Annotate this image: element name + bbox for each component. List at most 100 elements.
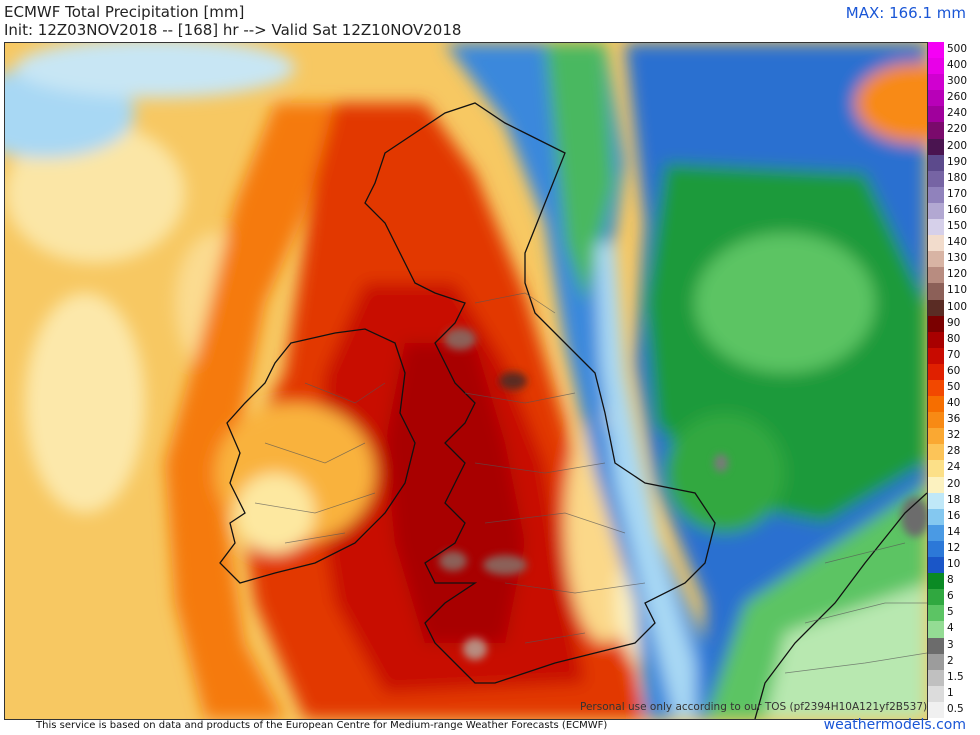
colorbar-level: 40 (928, 396, 980, 413)
colorbar-swatch (928, 428, 944, 445)
colorbar-label: 100 (947, 300, 968, 313)
colorbar-swatch (928, 267, 944, 284)
colorbar-level: 32 (928, 428, 980, 445)
colorbar-swatch (928, 251, 944, 268)
colorbar-level: 60 (928, 363, 980, 380)
colorbar-swatch (928, 621, 944, 638)
colorbar-label: 24 (947, 461, 961, 474)
colorbar-label: 120 (947, 268, 968, 281)
colorbar-swatch (928, 331, 944, 348)
colorbar-level: 120 (928, 267, 980, 284)
colorbar-swatch (928, 122, 944, 139)
colorbar-label: 190 (947, 155, 968, 168)
colorbar-level: 3 (928, 637, 980, 654)
colorbar-level: 70 (928, 347, 980, 364)
colorbar-label: 0.5 (947, 702, 964, 715)
colorbar-swatch (928, 58, 944, 75)
colorbar-label: 260 (947, 91, 968, 104)
heavy-precip-cores (439, 328, 927, 660)
colorbar-level: 0.5 (928, 701, 980, 718)
colorbar-swatch (928, 508, 944, 525)
tos-notice: Personal use only according to our TOS (… (580, 701, 928, 713)
site-watermark: weathermodels.com (823, 717, 966, 733)
colorbar-swatch (928, 42, 944, 59)
colorbar-level: 90 (928, 315, 980, 332)
colorbar-label: 90 (947, 316, 961, 329)
colorbar-label: 28 (947, 445, 961, 458)
colorbar-label: 2 (947, 654, 954, 667)
colorbar-label: 400 (947, 59, 968, 72)
colorbar-label: 3 (947, 638, 954, 651)
colorbar-swatch (928, 170, 944, 187)
colorbar-level: 8 (928, 573, 980, 590)
colorbar-swatch (928, 460, 944, 477)
colorbar-level: 190 (928, 154, 980, 171)
colorbar-swatch (928, 363, 944, 380)
colorbar-label: 300 (947, 75, 968, 88)
colorbar-swatch (928, 315, 944, 332)
colorbar-label: 32 (947, 429, 961, 442)
colorbar-swatch (928, 444, 944, 461)
colorbar-swatch (928, 524, 944, 541)
colorbar-label: 6 (947, 590, 954, 603)
colorbar-level: 14 (928, 524, 980, 541)
colorbar-swatch (928, 557, 944, 574)
colorbar-label: 50 (947, 381, 961, 393)
colorbar-label: 80 (947, 332, 961, 345)
colorbar-swatch (928, 235, 944, 252)
colorbar-swatch (928, 106, 944, 123)
colorbar-swatch (928, 299, 944, 316)
colorbar-level: 5 (928, 605, 980, 622)
colorbar-swatch (928, 380, 944, 397)
colorbar-swatch (928, 669, 944, 686)
colorbar-swatch (928, 701, 944, 718)
continent-coast (754, 492, 927, 719)
colorbar-label: 12 (947, 541, 961, 554)
colorbar-label: 110 (947, 284, 968, 297)
colorbar-level: 140 (928, 235, 980, 252)
colorbar-label: 220 (947, 123, 968, 136)
colorbar-level: 170 (928, 186, 980, 203)
precip-field-shading (5, 43, 927, 719)
colorbar-swatch (928, 412, 944, 429)
colorbar-level: 110 (928, 283, 980, 300)
colorbar-level: 240 (928, 106, 980, 123)
colorbar-label: 160 (947, 203, 968, 216)
colorbar-swatch (928, 186, 944, 203)
precipitation-colorbar: 500 400 300 260 240 220 200 190 180 170 160 150 140 1… (928, 42, 980, 718)
colorbar-swatch (928, 589, 944, 606)
colorbar-label: 1.5 (947, 670, 964, 683)
colorbar-level: 24 (928, 460, 980, 477)
colorbar-level: 260 (928, 90, 980, 107)
colorbar-label: 8 (947, 574, 954, 587)
colorbar-level: 500 (928, 42, 980, 59)
max-value-label: MAX: 166.1 mm (845, 4, 966, 22)
map-subtitle: Init: 12Z03NOV2018 -- [168] hr --> Valid… (4, 21, 462, 39)
colorbar-swatch (928, 219, 944, 236)
colorbar-level: 12 (928, 540, 980, 558)
map-canvas (5, 43, 927, 719)
colorbar-swatch (928, 283, 944, 300)
colorbar-label: 1 (947, 686, 954, 699)
colorbar-label: 60 (947, 364, 961, 377)
colorbar-swatch (928, 540, 944, 558)
colorbar-label: 170 (947, 187, 968, 200)
colorbar-swatch (928, 154, 944, 171)
colorbar-level: 4 (928, 621, 980, 638)
colorbar-label: 20 (947, 477, 961, 490)
map-title: ECMWF Total Precipitation [mm] (4, 3, 245, 21)
colorbar-label: 14 (947, 525, 961, 538)
precipitation-map (4, 42, 928, 720)
colorbar-swatch (928, 492, 944, 509)
ireland-coast (219, 328, 416, 584)
source-credit: This service is based on data and produc… (36, 720, 608, 731)
colorbar-label: 180 (947, 171, 968, 184)
colorbar-label: 10 (947, 558, 961, 571)
colorbar-level: 130 (928, 251, 980, 268)
regional-boundaries (254, 292, 927, 674)
colorbar-level: 2 (928, 653, 980, 670)
coastlines (219, 102, 927, 719)
colorbar-label: 500 (947, 43, 968, 55)
colorbar-label: 240 (947, 107, 968, 120)
colorbar-swatch (928, 347, 944, 364)
